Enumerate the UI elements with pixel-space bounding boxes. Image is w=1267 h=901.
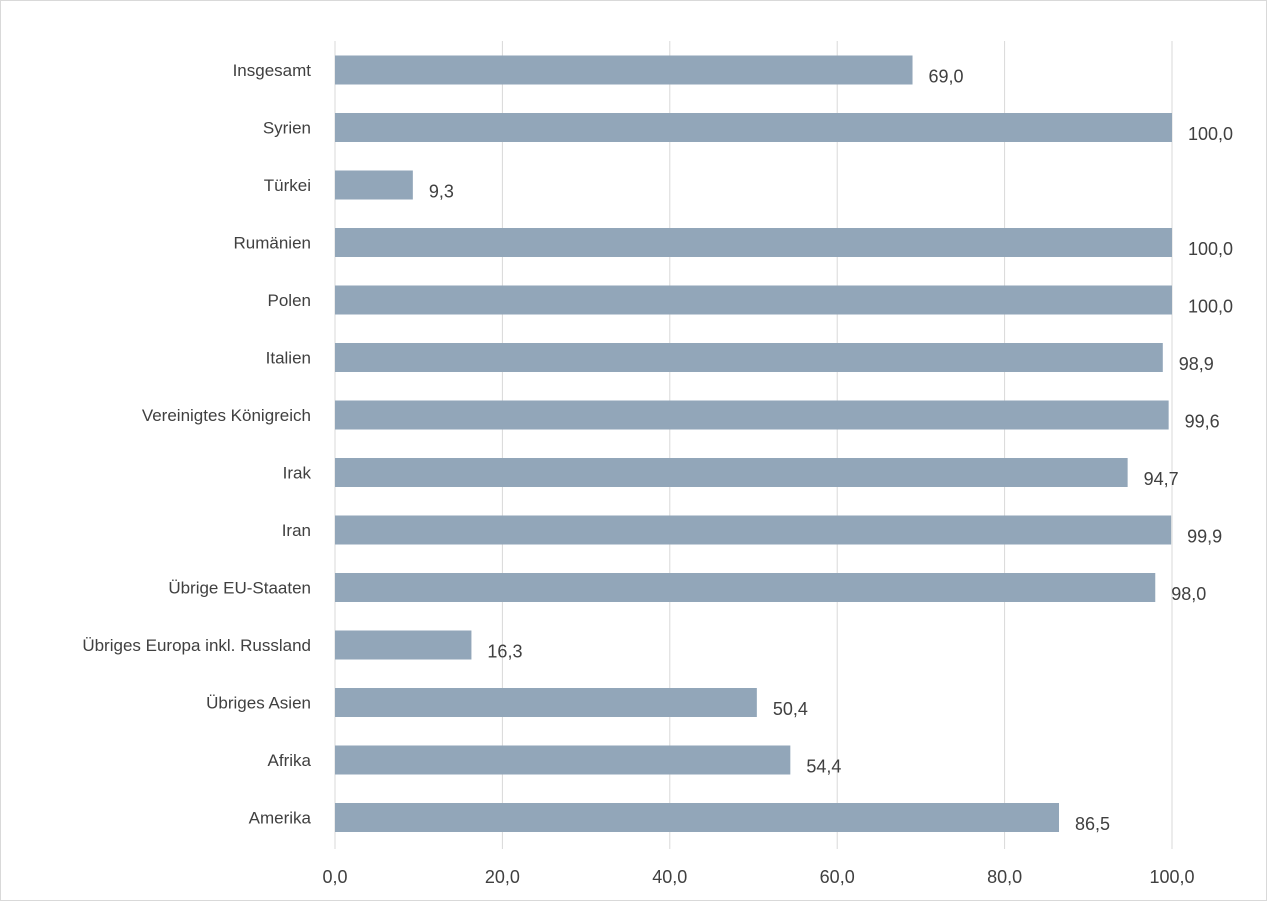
x-tick-label: 40,0 <box>652 867 687 887</box>
x-tick-label: 80,0 <box>987 867 1022 887</box>
bar <box>335 170 413 200</box>
bar <box>335 803 1060 832</box>
category-label: Übriges Asien <box>206 693 311 712</box>
category-label: Syrien <box>263 118 311 137</box>
bar <box>335 113 1172 142</box>
category-label: Rumänien <box>234 233 312 252</box>
bar <box>335 55 913 85</box>
category-label: Italien <box>266 348 311 367</box>
value-label: 54,4 <box>806 756 841 776</box>
bar <box>335 285 1172 315</box>
bar <box>335 515 1172 545</box>
x-tick-label: 20,0 <box>485 867 520 887</box>
bar <box>335 228 1172 257</box>
x-tick-label: 0,0 <box>322 867 347 887</box>
bar <box>335 630 472 660</box>
value-label: 100,0 <box>1188 296 1233 316</box>
value-label: 16,3 <box>487 641 522 661</box>
bar <box>335 688 757 717</box>
x-axis-tick-labels: 0,0 20,0 40,0 60,0 80,0 100,0 <box>322 867 1194 887</box>
value-label: 9,3 <box>429 181 454 201</box>
value-label: 98,0 <box>1171 584 1206 604</box>
category-label: Übriges Europa inkl. Russland <box>82 636 311 655</box>
value-labels: 69,0 100,0 9,3 100,0 100,0 98,9 99,6 94,7 99,9 98… <box>429 66 1233 834</box>
bar <box>335 343 1163 372</box>
category-label: Amerika <box>249 808 312 827</box>
category-label: Türkei <box>264 176 311 195</box>
x-tick-label: 100,0 <box>1149 867 1194 887</box>
category-label: Polen <box>268 291 311 310</box>
bar <box>335 458 1128 487</box>
category-label: Iran <box>282 521 311 540</box>
value-label: 86,5 <box>1075 814 1110 834</box>
bar <box>335 400 1169 430</box>
x-tick-label: 60,0 <box>820 867 855 887</box>
value-label: 99,6 <box>1185 411 1220 431</box>
category-label: Afrika <box>268 751 312 770</box>
category-label: Irak <box>283 463 312 482</box>
category-labels: Insgesamt Syrien Türkei Rumänien Polen Italie… <box>82 61 311 828</box>
value-label: 98,9 <box>1179 354 1214 374</box>
category-label: Vereinigtes Königreich <box>142 406 311 425</box>
gridlines <box>334 41 1173 849</box>
value-label: 50,4 <box>773 699 808 719</box>
value-label: 69,0 <box>929 66 964 86</box>
bar <box>335 745 791 775</box>
category-label: Insgesamt <box>233 61 312 80</box>
bar <box>335 573 1156 602</box>
bars <box>335 55 1172 832</box>
value-label: 100,0 <box>1188 239 1233 259</box>
value-label: 94,7 <box>1144 469 1179 489</box>
value-label: 100,0 <box>1188 124 1233 144</box>
category-label: Übrige EU-Staaten <box>168 578 311 597</box>
value-label: 99,9 <box>1187 526 1222 546</box>
